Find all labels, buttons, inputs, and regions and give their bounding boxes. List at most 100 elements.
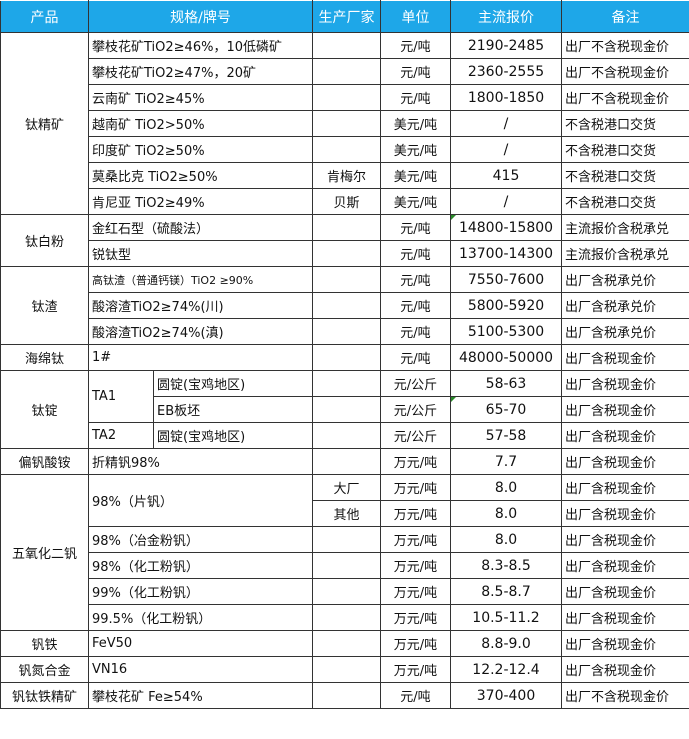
note-cell: 出厂含税承兑价: [561, 266, 689, 293]
table-row: 98%（化工粉钒） 万元/吨 8.3-8.5 出厂含税现金价: [1, 552, 689, 579]
unit-cell: 元/吨: [380, 292, 451, 319]
price-value: 65-70: [485, 401, 527, 418]
spec-cell: 肯尼亚 TiO2≥49%: [88, 188, 313, 215]
table-header-row: 产品 规格/牌号 生产厂家 单位 主流报价 备注: [0, 0, 689, 33]
table-row: TA2 圆锭(宝鸡地区) 元/公斤 57-58 出厂含税现金价: [1, 422, 689, 449]
factory-cell: [312, 630, 381, 657]
price-value: 5100-5300: [467, 323, 545, 340]
spec-cell: VN16: [88, 656, 313, 683]
price-value: 12.2-12.4: [472, 661, 540, 678]
note-cell: 出厂含税现金价: [561, 422, 689, 449]
price-table: 产品 规格/牌号 生产厂家 单位 主流报价 备注 钛精矿 攀枝花矿TiO2≥46%…: [0, 0, 689, 709]
factory-cell: [312, 84, 381, 111]
spec-cell: 98%（冶金粉钒）: [88, 526, 313, 553]
table-row: 锐钛型 元/吨 13700-14300 主流报价含税承兑: [1, 240, 689, 267]
factory-cell: [312, 422, 381, 449]
spec-cell: 越南矿 TiO2>50%: [88, 110, 313, 137]
table-row: 肯尼亚 TiO2≥49% 贝斯 美元/吨 / 不含税港口交货: [1, 188, 689, 215]
note-cell: 出厂含税现金价: [561, 604, 689, 631]
factory-cell: 肯梅尔: [312, 162, 381, 189]
note-cell: 出厂含税现金价: [561, 656, 689, 683]
note-cell: 出厂含税承兑价: [561, 318, 689, 345]
unit-cell: 元/公斤: [380, 396, 451, 423]
factory-cell: [312, 604, 381, 631]
spec-cell: 98%（片钒）: [88, 474, 313, 527]
product-cell: 钛白粉: [0, 214, 89, 267]
note-cell: 不含税港口交货: [561, 162, 689, 189]
price-value: 7550-7600: [467, 271, 545, 288]
spec-sub-cell: EB板坯: [153, 396, 313, 423]
spec-cell: 云南矿 TiO2≥45%: [88, 84, 313, 111]
unit-cell: 美元/吨: [380, 162, 451, 189]
unit-cell: 万元/吨: [380, 578, 451, 605]
unit-cell: 万元/吨: [380, 604, 451, 631]
unit-cell: 万元/吨: [380, 474, 451, 501]
factory-cell: [312, 292, 381, 319]
spec-cell: 折精钒98%: [88, 448, 313, 475]
price-value: 7.7: [494, 453, 518, 470]
table-row: 海绵钛 1# 元/吨 48000-50000 出厂含税现金价: [0, 344, 689, 371]
note-cell: 出厂不含税现金价: [561, 58, 689, 85]
unit-cell: 万元/吨: [380, 630, 451, 657]
note-cell: 出厂含税现金价: [561, 344, 689, 371]
unit-cell: 元/吨: [380, 240, 451, 267]
table-row: 钒氮合金 VN16 万元/吨 12.2-12.4 出厂含税现金价: [0, 656, 689, 683]
unit-cell: 元/吨: [380, 58, 451, 85]
price-value: /: [503, 115, 509, 132]
header-product: 产品: [0, 0, 89, 33]
factory-cell: [312, 396, 381, 423]
spec-cell: 攀枝花矿TiO2≥47%，20矿: [88, 58, 313, 85]
note-cell: 出厂含税现金价: [561, 526, 689, 553]
spec-cell: 99%（化工粉钒）: [88, 578, 313, 605]
price-value: /: [503, 141, 509, 158]
spec-cell: 莫桑比克 TiO2≥50%: [88, 162, 313, 189]
note-cell: 出厂含税现金价: [561, 552, 689, 579]
price-cell: 13700-14300: [450, 240, 562, 267]
price-cell: 58-63: [450, 370, 562, 397]
price-cell: 2190-2485: [450, 32, 562, 59]
price-cell: 14800-15800: [450, 214, 562, 241]
table-row: 攀枝花矿TiO2≥47%，20矿 元/吨 2360-2555 出厂不含税现金价: [1, 58, 689, 85]
spec-cell: FeV50: [88, 630, 313, 657]
note-cell: 出厂不含税现金价: [561, 682, 689, 709]
note-cell: 出厂含税现金价: [561, 448, 689, 475]
spec-cell: 锐钛型: [88, 240, 313, 267]
table-row: 99%（化工粉钒） 万元/吨 8.5-8.7 出厂含税现金价: [1, 578, 689, 605]
table-row: 钛锭 TA1 圆锭(宝鸡地区) 元/公斤 58-63 出厂含税现金价: [0, 370, 689, 449]
factory-cell: [312, 526, 381, 553]
price-cell: 8.0: [450, 500, 562, 527]
note-cell: 出厂含税承兑价: [561, 292, 689, 319]
unit-cell: 万元/吨: [380, 656, 451, 683]
price-value: /: [503, 193, 509, 210]
price-cell: 5100-5300: [450, 318, 562, 345]
price-value: 14800-15800: [458, 219, 554, 236]
note-cell: 主流报价含税承兑: [561, 240, 689, 267]
price-cell: 7550-7600: [450, 266, 562, 293]
table-row: 钛白粉 金红石型（硫酸法） 元/吨 14800-15800 主流报价含税承兑: [0, 214, 689, 267]
spec-grade-cell: TA1: [88, 370, 154, 423]
factory-cell: [312, 448, 381, 475]
price-cell: 48000-50000: [450, 344, 562, 371]
price-value: 8.5-8.7: [481, 583, 531, 600]
table-body: 钛精矿 攀枝花矿TiO2≥46%，10低磷矿 元/吨 2190-2485 出厂不含税现金…: [0, 32, 689, 709]
price-value: 58-63: [485, 375, 527, 392]
price-cell: 8.0: [450, 526, 562, 553]
price-cell: 12.2-12.4: [450, 656, 562, 683]
product-cell: 钛渣: [0, 266, 89, 345]
price-value: 8.0: [494, 505, 518, 522]
spec-sub-cell: 圆锭(宝鸡地区): [153, 370, 313, 397]
table-row: 钒铁 FeV50 万元/吨 8.8-9.0 出厂含税现金价: [0, 630, 689, 657]
price-value: 57-58: [485, 427, 527, 444]
note-cell: 不含税港口交货: [561, 136, 689, 163]
table-row: 酸溶渣TiO2≥74%(川) 元/吨 5800-5920 出厂含税承兑价: [1, 292, 689, 319]
factory-cell: [312, 344, 381, 371]
price-cell: 415: [450, 162, 562, 189]
price-cell: /: [450, 110, 562, 137]
price-cell: 8.3-8.5: [450, 552, 562, 579]
spec-cell: 1#: [88, 344, 313, 371]
factory-cell: [312, 240, 381, 267]
unit-cell: 元/公斤: [380, 422, 451, 449]
table-row: 酸溶渣TiO2≥74%(滇) 元/吨 5100-5300 出厂含税承兑价: [1, 318, 689, 345]
spec-cell: 酸溶渣TiO2≥74%(川): [88, 292, 313, 319]
product-cell: 钒氮合金: [0, 656, 89, 683]
